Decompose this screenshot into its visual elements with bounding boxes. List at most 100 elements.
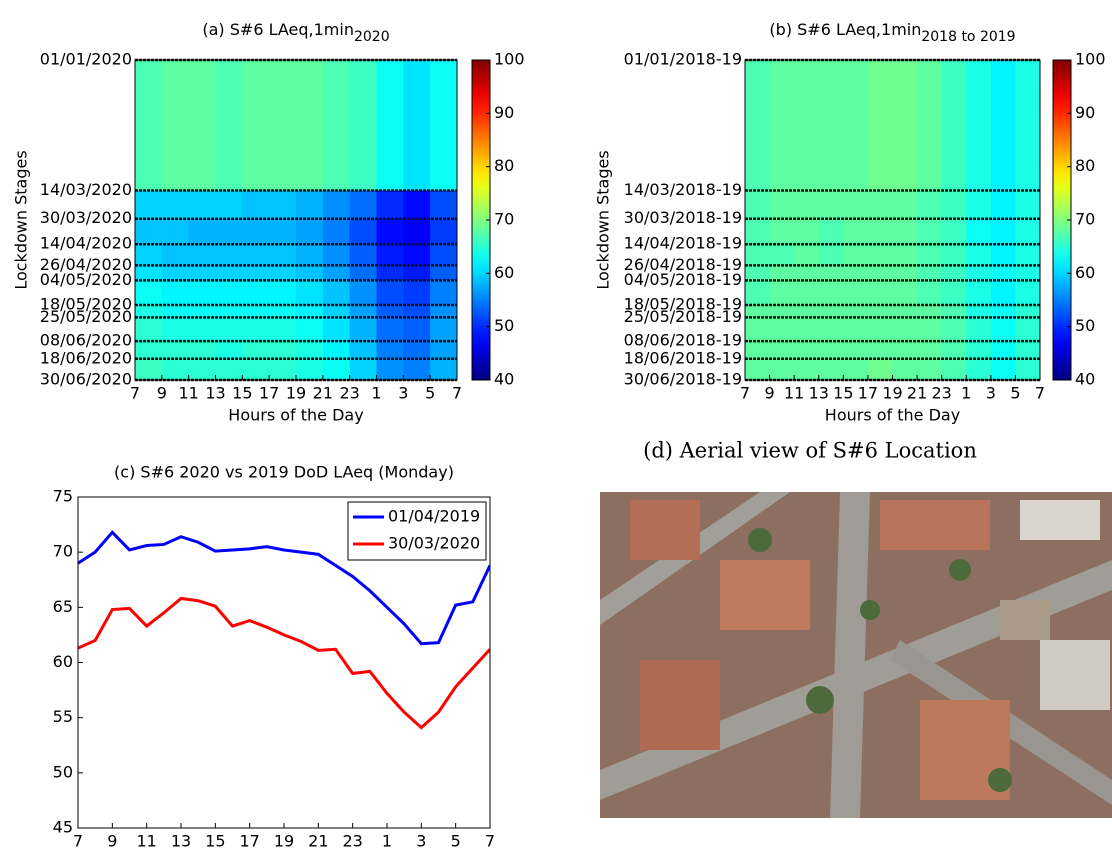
- x-axis-label: Hours of the Day: [228, 406, 363, 425]
- x-tick-label: 3: [416, 832, 426, 850]
- heatmap-cell: [349, 218, 377, 245]
- image-caption: (d) Aerial view of S#6 Location: [643, 439, 977, 463]
- heatmap-cell: [867, 190, 893, 220]
- heatmap-cell: [269, 60, 297, 191]
- heatmap-cell: [242, 244, 270, 266]
- heatmap-cell: [966, 358, 992, 381]
- heatmap-cell: [135, 244, 163, 266]
- heatmap-cell: [376, 317, 404, 342]
- heatmap-cell: [794, 265, 820, 281]
- x-tick-label: 3: [398, 384, 408, 403]
- heatmap-cell: [403, 317, 431, 342]
- heatmap-cell: [376, 244, 404, 266]
- heatmap-cell: [403, 218, 431, 245]
- colorbar-label: 80: [1075, 156, 1095, 175]
- heatmap-cell: [430, 280, 458, 306]
- heatmap-cell: [215, 317, 243, 342]
- heatmap-cell: [990, 244, 1016, 266]
- heatmap-cell: [269, 305, 297, 318]
- y-tick-label: 18/05/2018-19: [624, 295, 742, 314]
- heatmap-cell: [161, 190, 190, 220]
- y-tick-label: 70: [53, 542, 73, 561]
- heatmap-cell: [745, 358, 771, 381]
- chart-title: (c) S#6 2020 vs 2019 DoD LAeq (Monday): [114, 463, 454, 482]
- heatmap-cell: [917, 317, 943, 342]
- heatmap-cell: [322, 341, 351, 360]
- heatmap-cell: [242, 358, 270, 381]
- heatmap-cell: [941, 265, 967, 281]
- y-tick-label: 30/06/2018-19: [624, 370, 742, 389]
- heatmap-cell: [430, 60, 458, 191]
- heatmap-cell: [296, 358, 324, 381]
- heatmap-cell: [941, 218, 967, 245]
- x-tick-label: 19: [274, 832, 294, 850]
- heatmap-cell: [188, 305, 216, 318]
- y-tick-label: 30/03/2020: [40, 208, 132, 227]
- heatmap-cell: [322, 60, 351, 191]
- heatmap-cell: [990, 60, 1016, 191]
- heatmap-cell: [818, 60, 844, 191]
- x-tick-label: 7: [73, 832, 83, 850]
- heatmap-cell: [215, 60, 243, 191]
- heatmap-cell: [135, 190, 163, 220]
- heatmap-cell: [917, 60, 943, 191]
- heatmap-cell: [892, 317, 918, 342]
- heatmap-cell: [349, 341, 377, 360]
- heatmap-cell: [242, 317, 270, 342]
- x-tick-label: 7: [740, 384, 750, 403]
- heatmap-cell: [430, 218, 458, 245]
- heatmap-cell: [769, 190, 795, 220]
- heatmap-cell: [818, 317, 844, 342]
- heatmap-cell: [161, 305, 190, 318]
- heatmap-cell: [215, 280, 243, 306]
- heatmap-cell: [135, 218, 163, 245]
- heatmap-cell: [322, 265, 351, 281]
- x-tick-label: 1: [382, 832, 392, 850]
- heatmap-cell: [745, 280, 771, 306]
- y-tick-label: 30/06/2020: [40, 370, 132, 389]
- y-axis-label: Lockdown Stages: [12, 150, 31, 289]
- title-subscript: 2018 to 2019: [921, 29, 1015, 45]
- y-tick-label: 14/03/2018-19: [624, 180, 742, 199]
- heatmap-cell: [843, 60, 869, 191]
- heatmap-cell: [892, 305, 918, 318]
- x-tick-label: 7: [130, 384, 140, 403]
- heatmap-cell: [376, 358, 404, 381]
- x-tick-label: 7: [485, 832, 495, 850]
- heatmap-cell: [892, 218, 918, 245]
- heatmap-cell: [990, 358, 1016, 381]
- colorbar-label: 100: [494, 50, 525, 69]
- heatmap-cell: [867, 265, 893, 281]
- heatmap-cell: [917, 218, 943, 245]
- heatmap-cell: [161, 244, 190, 266]
- x-tick-label: 21: [907, 384, 927, 403]
- chart-title: (a) S#6 LAeq,1min2020: [202, 20, 389, 46]
- heatmap-cell: [966, 341, 992, 360]
- colorbar-label: 60: [1075, 263, 1095, 282]
- heatmap-cell: [269, 218, 297, 245]
- heatmap-cell: [322, 305, 351, 318]
- heatmap-cell: [349, 265, 377, 281]
- colorbar-label: 80: [494, 156, 514, 175]
- heatmap-cell: [215, 305, 243, 318]
- heatmap-cell: [867, 305, 893, 318]
- heatmap-cell: [269, 244, 297, 266]
- heatmap-cell: [403, 190, 431, 220]
- x-tick-label: 7: [1035, 384, 1045, 403]
- heatmap-cell: [892, 358, 918, 381]
- heatmap-cell: [296, 280, 324, 306]
- heatmap-cell: [818, 305, 844, 318]
- x-tick-label: 11: [784, 384, 804, 403]
- x-tick-label: 13: [171, 832, 191, 850]
- heatmap-cell: [161, 218, 190, 245]
- heatmap-cell: [135, 317, 163, 342]
- y-tick-label: 01/01/2020: [40, 50, 132, 69]
- colorbar-label: 50: [1075, 316, 1095, 335]
- aerial-image: [600, 492, 1112, 818]
- heatmap-cell: [242, 60, 270, 191]
- heatmap-cell: [1015, 358, 1041, 381]
- heatmap-cell: [242, 218, 270, 245]
- x-tick-label: 15: [833, 384, 853, 403]
- heatmap-cell: [794, 280, 820, 306]
- heatmap-cell: [769, 305, 795, 318]
